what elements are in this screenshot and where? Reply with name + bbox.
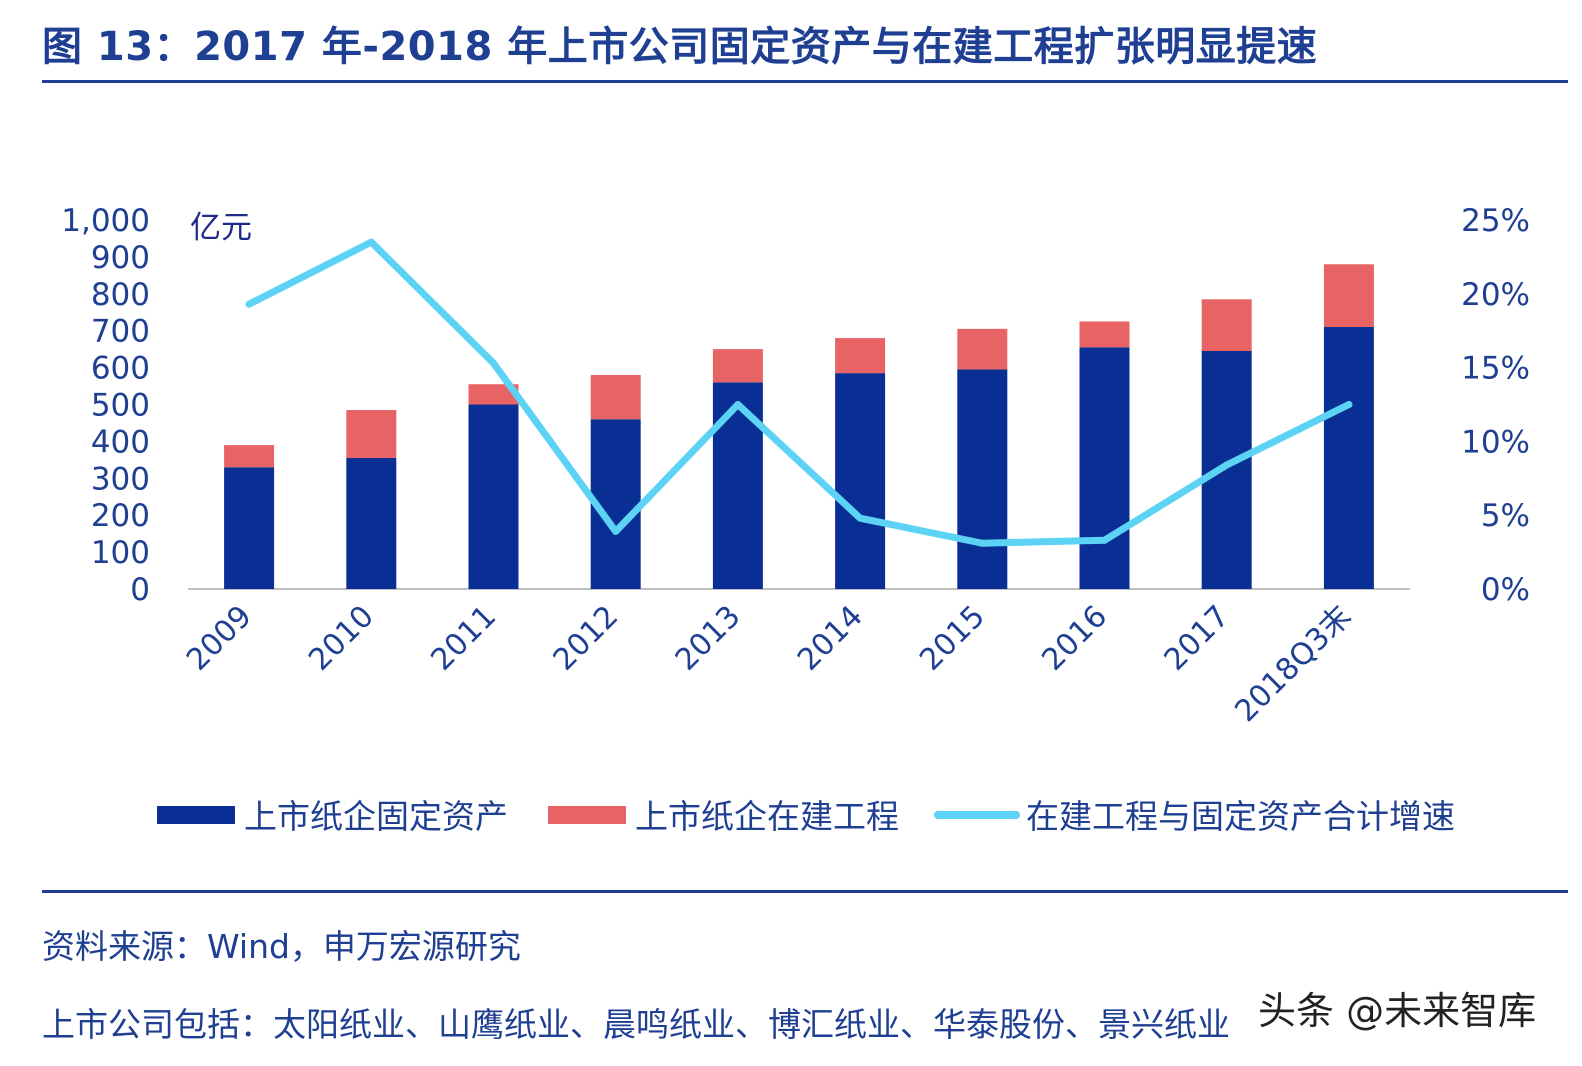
legend-swatch-fixed-assets: [157, 806, 235, 824]
growth-rate-point: [1223, 461, 1231, 469]
growth-rate-point: [1345, 401, 1353, 408]
bar-construction: [835, 338, 886, 374]
x-tick-label: 2016: [1035, 599, 1114, 678]
y-tick-label: 900: [91, 240, 150, 276]
bar-construction: [1201, 299, 1252, 351]
y-tick-label: 200: [91, 498, 150, 534]
y2-tick-label: 15%: [1461, 351, 1530, 387]
bar-construction: [590, 374, 641, 420]
y2-tick-label: 10%: [1461, 424, 1530, 460]
growth-rate-point: [734, 401, 742, 408]
bar-construction: [346, 410, 397, 459]
growth-rate-point: [245, 300, 253, 308]
companies-note: 上市公司包括：太阳纸业、山鹰纸业、晨鸣纸业、博汇纸业、华泰股份、景兴纸业: [42, 1005, 1230, 1044]
bar-fixed-assets: [346, 458, 397, 589]
growth-rate-point: [367, 238, 375, 246]
y-tick-label: 600: [91, 351, 150, 387]
growth-rate-point: [612, 527, 620, 535]
bottom-divider: [42, 890, 1568, 893]
bar-fixed-assets: [1079, 347, 1130, 589]
legend-swatch-construction: [548, 806, 626, 824]
growth-rate-point: [1101, 536, 1108, 544]
y-tick-label: 400: [91, 424, 150, 460]
x-tick-label: 2015: [913, 599, 992, 678]
growth-rate-line: [245, 238, 1353, 547]
bar-construction: [712, 349, 763, 383]
page-title: 图 13：2017 年-2018 年上市公司固定资产与在建工程扩张明显提速: [42, 24, 1318, 70]
x-tick-label: 2017: [1158, 599, 1237, 678]
bar-fixed-assets: [1201, 350, 1252, 589]
bar-construction: [957, 328, 1008, 370]
y-tick-label: 300: [91, 461, 150, 497]
y-tick-label: 1,000: [61, 203, 150, 239]
x-tick-label: 2009: [180, 599, 259, 678]
x-tick-label: 2014: [791, 599, 870, 678]
bar-fixed-assets: [835, 373, 886, 589]
legend-label-construction: 上市纸企在建工程: [635, 797, 899, 836]
bar-fixed-assets: [224, 467, 275, 589]
x-tick-label: 2013: [669, 599, 748, 678]
y2-tick-label: 0%: [1481, 572, 1530, 608]
bar-fixed-assets: [1323, 327, 1374, 589]
x-tick-label: 2010: [302, 599, 381, 678]
bar-fixed-assets: [468, 404, 519, 589]
y2-tick-label: 5%: [1481, 498, 1530, 534]
y-tick-label: 0: [130, 572, 150, 608]
watermark: 头条 @未来智库: [1258, 989, 1537, 1033]
bar-construction: [1079, 321, 1130, 348]
bar-construction: [1323, 264, 1374, 328]
x-tick-label: 2012: [547, 599, 626, 678]
x-tick-label: 2018Q3末: [1228, 599, 1358, 729]
bar-construction: [224, 445, 275, 468]
bar-construction: [468, 384, 519, 405]
y-tick-label: 800: [91, 277, 150, 313]
growth-rate-point: [490, 359, 497, 367]
y2-tick-label: 20%: [1461, 277, 1530, 313]
top-divider: [42, 80, 1568, 83]
y-axis-unit-label: 亿元: [190, 210, 252, 246]
bar-fixed-assets: [712, 382, 763, 589]
y2-tick-label: 25%: [1461, 203, 1530, 239]
growth-rate-point: [978, 539, 986, 547]
legend-label-fixed-assets: 上市纸企固定资产: [244, 797, 508, 836]
y-tick-label: 500: [91, 388, 150, 424]
growth-rate-point: [856, 514, 864, 522]
y-tick-label: 100: [91, 535, 150, 571]
x-tick-label: 2011: [424, 599, 503, 678]
bar-fixed-assets: [957, 369, 1008, 589]
source-note: 资料来源：Wind，申万宏源研究: [42, 927, 521, 966]
legend-label-growth: 在建工程与固定资产合计增速: [1026, 797, 1455, 836]
y-tick-label: 700: [91, 314, 150, 350]
